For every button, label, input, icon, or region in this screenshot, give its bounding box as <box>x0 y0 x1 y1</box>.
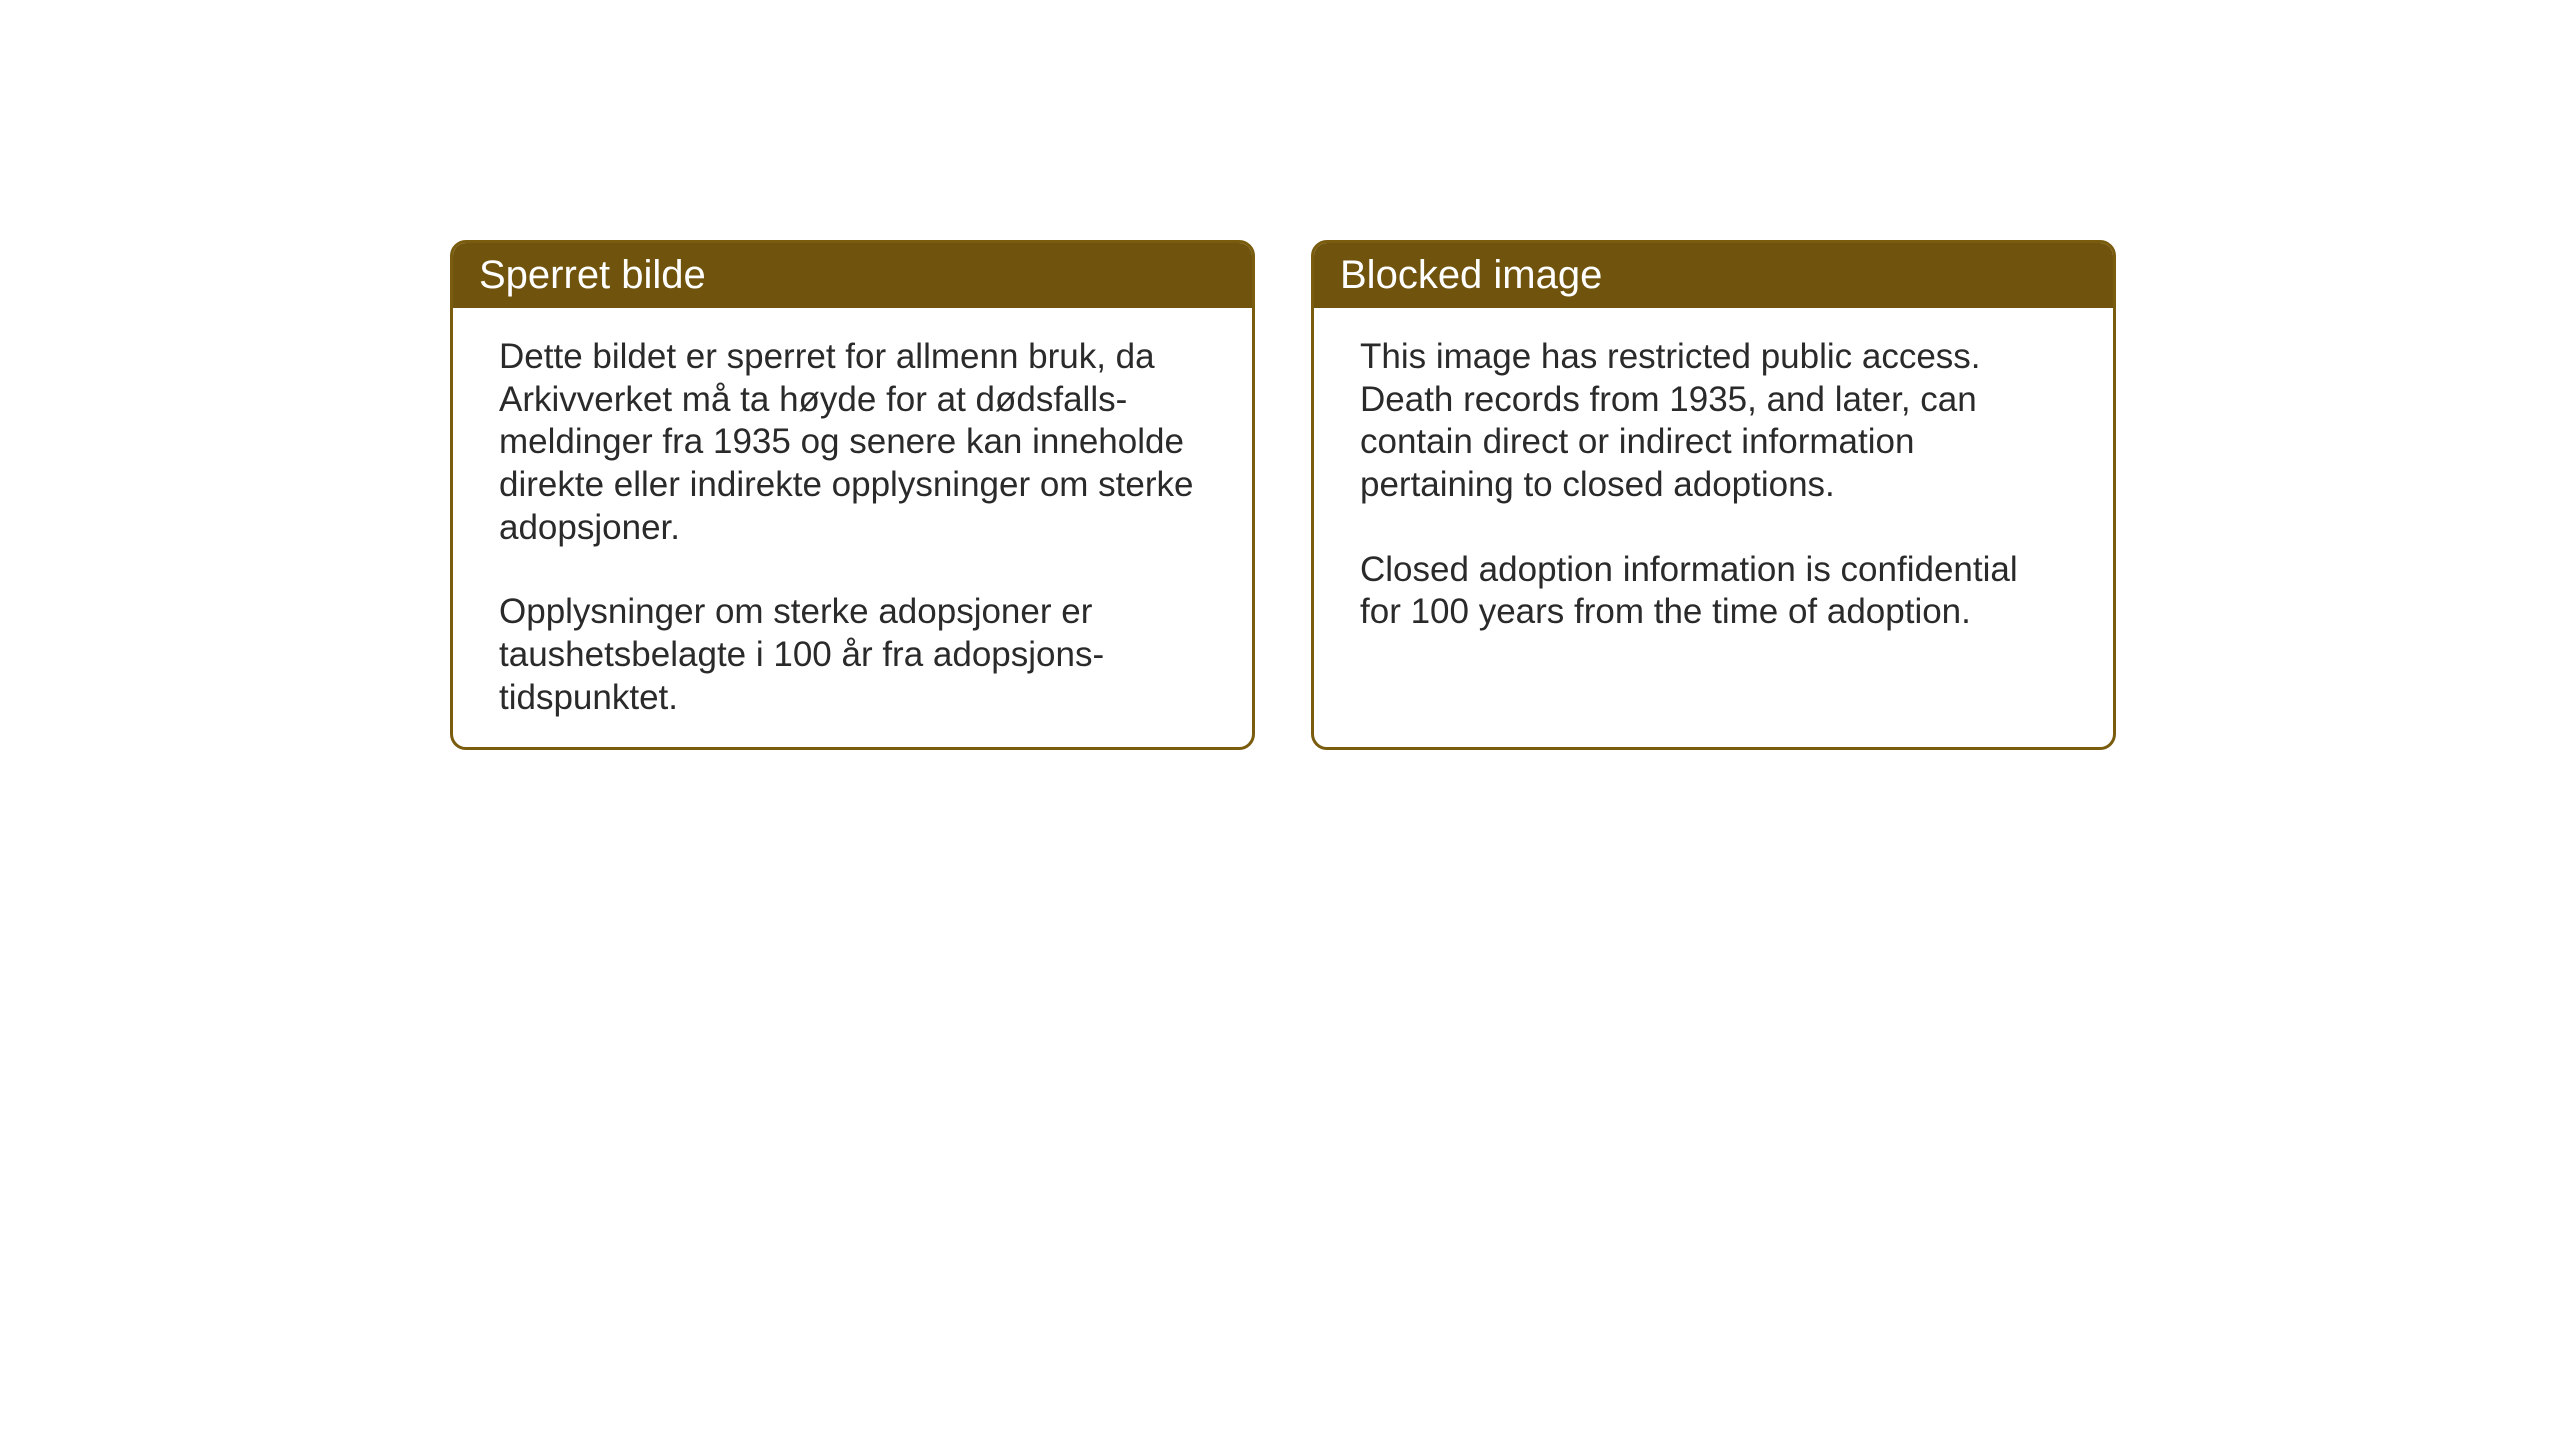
card-paragraph-2-english: Closed adoption information is confident… <box>1360 549 2067 634</box>
card-body-english: This image has restricted public access.… <box>1314 308 2113 662</box>
card-header-english: Blocked image <box>1314 243 2113 308</box>
card-paragraph-1-norwegian: Dette bildet er sperret for allmenn bruk… <box>499 336 1206 549</box>
card-title-english: Blocked image <box>1340 253 1602 297</box>
card-paragraph-2-norwegian: Opplysninger om sterke adopsjoner er tau… <box>499 591 1206 719</box>
card-title-norwegian: Sperret bilde <box>479 253 706 297</box>
card-norwegian: Sperret bilde Dette bildet er sperret fo… <box>450 240 1255 750</box>
cards-container: Sperret bilde Dette bildet er sperret fo… <box>450 240 2116 750</box>
card-header-norwegian: Sperret bilde <box>453 243 1252 308</box>
card-paragraph-1-english: This image has restricted public access.… <box>1360 336 2067 507</box>
card-english: Blocked image This image has restricted … <box>1311 240 2116 750</box>
card-body-norwegian: Dette bildet er sperret for allmenn bruk… <box>453 308 1252 748</box>
